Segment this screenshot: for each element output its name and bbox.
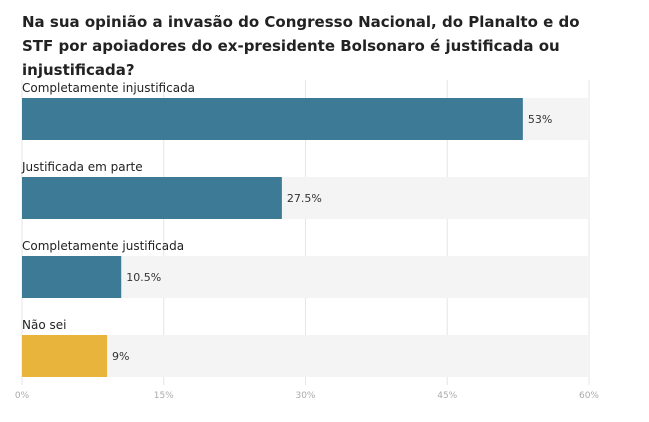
bar-track [22, 335, 589, 377]
value-label: 27.5% [287, 192, 322, 205]
bar [22, 177, 282, 219]
value-label: 10.5% [126, 271, 161, 284]
category-label: Justificada em parte [21, 160, 143, 174]
x-tick-label: 15% [154, 391, 174, 401]
category-label: Não sei [22, 318, 66, 332]
value-label: 53% [528, 113, 552, 126]
x-tick-label: 30% [295, 391, 315, 401]
value-label: 9% [112, 350, 129, 363]
bar [22, 256, 122, 298]
bar [22, 98, 523, 140]
chart-title: Na sua opinião a invasão do Congresso Na… [22, 13, 580, 79]
x-tick-label: 45% [437, 391, 457, 401]
x-tick-label: 0% [15, 391, 30, 401]
category-label: Completamente justificada [22, 239, 184, 253]
bar [22, 335, 108, 377]
category-label: Completamente injustificada [22, 81, 195, 95]
x-tick-label: 60% [579, 391, 599, 401]
